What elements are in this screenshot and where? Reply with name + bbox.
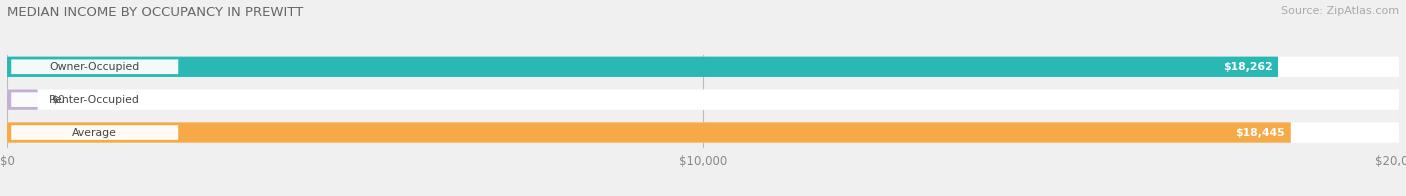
- FancyBboxPatch shape: [11, 59, 179, 74]
- Text: Average: Average: [72, 128, 117, 138]
- Text: MEDIAN INCOME BY OCCUPANCY IN PREWITT: MEDIAN INCOME BY OCCUPANCY IN PREWITT: [7, 6, 304, 19]
- FancyBboxPatch shape: [7, 89, 1399, 110]
- Text: $18,445: $18,445: [1236, 128, 1285, 138]
- FancyBboxPatch shape: [7, 122, 1399, 143]
- FancyBboxPatch shape: [7, 57, 1278, 77]
- Text: $0: $0: [52, 95, 66, 105]
- FancyBboxPatch shape: [7, 122, 1291, 143]
- Text: Source: ZipAtlas.com: Source: ZipAtlas.com: [1281, 6, 1399, 16]
- FancyBboxPatch shape: [7, 57, 1399, 77]
- Text: Owner-Occupied: Owner-Occupied: [49, 62, 139, 72]
- FancyBboxPatch shape: [11, 92, 179, 107]
- FancyBboxPatch shape: [11, 125, 179, 140]
- Text: $18,262: $18,262: [1223, 62, 1272, 72]
- FancyBboxPatch shape: [7, 89, 38, 110]
- Text: Renter-Occupied: Renter-Occupied: [49, 95, 141, 105]
